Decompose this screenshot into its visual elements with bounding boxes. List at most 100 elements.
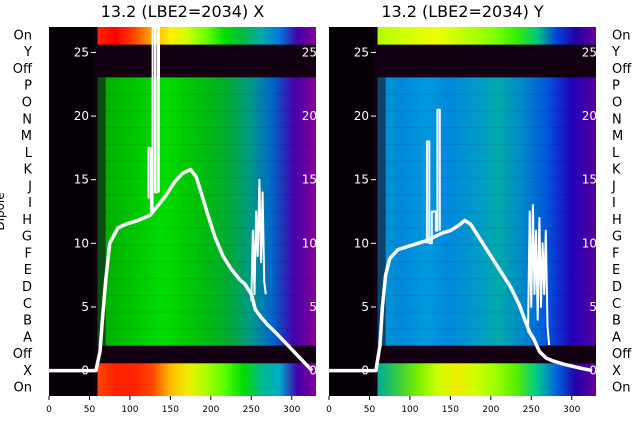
row-label: B (23, 314, 32, 329)
row-label: F (25, 246, 32, 261)
left-panel: 13.2 (LBE2=2034) X On Y Off PONMLKJIHGFEDCBA… (0, 2, 317, 415)
overlay-y-tick-label-right: 0 (309, 364, 317, 378)
overlay-y-tick-label: 25 (354, 45, 369, 59)
overlay-y-tick-label-right: 15 (302, 173, 317, 187)
overlay-y-tick-label-right: 25 (302, 45, 317, 59)
row-label: X (23, 364, 32, 379)
row-label: M (612, 129, 623, 144)
row-label: Off (612, 347, 632, 362)
overlay-y-tick-label-right: 5 (589, 300, 597, 314)
x-tick-label: 150 (442, 405, 459, 415)
x-tick-label: 0 (46, 405, 52, 415)
row-label: L (25, 146, 33, 161)
row-label: Off (13, 62, 33, 77)
chart-title: 13.2 (LBE2=2034) Y (381, 2, 544, 21)
overlay-y-tick-label-right: 15 (582, 173, 597, 187)
overlay-y-tick-label: 10 (74, 236, 89, 250)
row-label: P (24, 79, 32, 94)
row-label: L (612, 146, 620, 161)
y-axis-label: Dipole (0, 192, 7, 230)
x-tick-label: 300 (283, 405, 300, 415)
overlay-y-tick-label-right: 20 (582, 109, 597, 123)
overlay-y-tick-label-right: 10 (302, 236, 317, 250)
x-tick-label: 250 (243, 405, 260, 415)
heatmap-bottom-strip (377, 363, 596, 396)
overlay-y-tick-label: 5 (81, 300, 89, 314)
overlay-y-tick-label: 10 (354, 236, 369, 250)
row-label: N (612, 112, 622, 127)
heatmap-bottom-strip (97, 363, 316, 396)
chart-title: 13.2 (LBE2=2034) X (101, 2, 265, 21)
overlay-y-tick-label-right: 5 (309, 300, 317, 314)
overlay-series-line (527, 204, 551, 346)
row-label: O (612, 95, 622, 110)
x-tick-label: 150 (162, 405, 179, 415)
x-tick-label: 50 (364, 405, 376, 415)
heatmap-left-dark (49, 27, 94, 396)
overlay-series-line (329, 218, 593, 373)
row-label: A (23, 330, 32, 345)
x-tick-label: 300 (563, 405, 580, 415)
row-label: E (24, 263, 32, 278)
overlay-y-tick-label: 20 (74, 109, 89, 123)
overlay-series-line (147, 26, 160, 213)
row-label: G (612, 230, 622, 245)
heatmap-top-strip (97, 27, 316, 45)
row-label: On (14, 381, 32, 396)
overlay-series-line (425, 108, 441, 245)
row-label: C (612, 297, 621, 312)
overlay-y-tick-label-right: 0 (589, 364, 597, 378)
row-label: J (27, 179, 32, 194)
overlay-y-tick-label-right: 25 (582, 45, 597, 59)
overlay-series-line (49, 167, 314, 373)
row-label: D (22, 280, 32, 295)
overlay-y-tick-label: 15 (354, 173, 369, 187)
row-label: F (612, 246, 619, 261)
x-tick-label: 100 (121, 405, 138, 415)
overlay-y-tick-label-right: 10 (582, 236, 597, 250)
row-label: K (23, 163, 32, 178)
overlay-y-tick-label: 15 (74, 173, 89, 187)
row-label: E (612, 263, 620, 278)
overlay-y-tick-label-right: 20 (302, 109, 317, 123)
row-label: O (22, 95, 32, 110)
heatmap-edge-shadow (97, 77, 106, 346)
heatmap-edge-shadow (377, 77, 386, 346)
overlay-series-line (250, 178, 267, 301)
row-label: N (22, 112, 32, 127)
row-label: G (22, 230, 32, 245)
overlay-y-tick-label: 25 (74, 45, 89, 59)
row-label: Y (611, 45, 620, 60)
x-tick-label: 250 (523, 405, 540, 415)
x-tick-label: 100 (401, 405, 418, 415)
row-label: X (612, 364, 621, 379)
row-label: On (612, 381, 630, 396)
overlay-y-tick-label: 0 (361, 364, 369, 378)
heatmap-left-dark (329, 27, 374, 396)
row-label: P (612, 79, 620, 94)
row-label: H (22, 213, 32, 228)
row-label: K (612, 163, 621, 178)
row-label: Off (612, 62, 632, 77)
x-tick-label: 200 (202, 405, 219, 415)
row-label: Y (23, 45, 32, 60)
row-label: H (612, 213, 622, 228)
x-tick-label: 200 (482, 405, 499, 415)
heatmap-main-band (377, 77, 596, 346)
overlay-y-tick-label: 20 (354, 109, 369, 123)
row-label: D (612, 280, 622, 295)
x-tick-label: 0 (326, 405, 332, 415)
row-label: C (23, 297, 32, 312)
x-tick-label: 50 (84, 405, 96, 415)
row-label: Off (13, 347, 33, 362)
row-label: M (21, 129, 32, 144)
row-label: On (612, 28, 630, 43)
right-panel: 13.2 (LBE2=2034) Y On Y Off PONMLKJIHGFEDCBA… (326, 2, 632, 415)
overlay-y-tick-label: 0 (81, 364, 89, 378)
row-label: On (14, 28, 32, 43)
overlay-y-tick-label: 5 (361, 300, 369, 314)
row-label: I (612, 196, 616, 211)
heatmap-top-strip (377, 27, 596, 45)
row-label: I (28, 196, 32, 211)
row-label: B (612, 314, 621, 329)
